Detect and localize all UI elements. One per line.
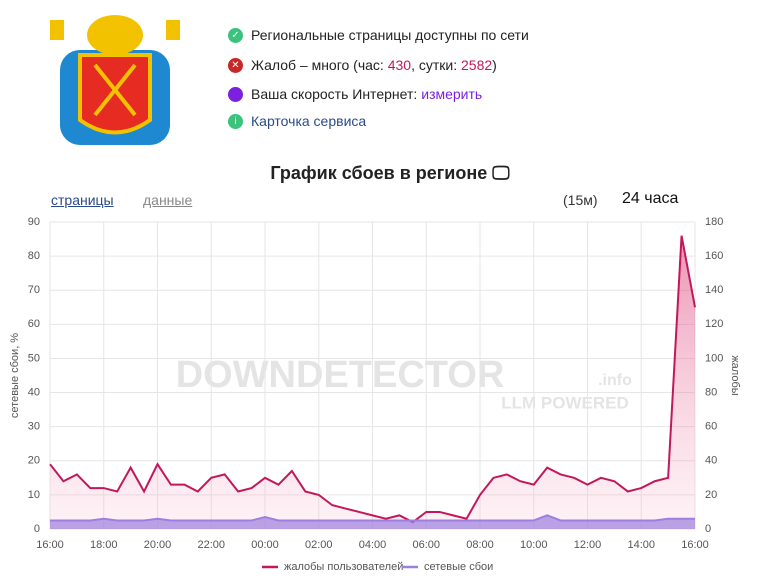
y-tick-label: 60 [28,318,40,330]
tab[interactable]: страницы [51,192,114,208]
y-tick-label: 80 [28,250,40,262]
x-tick-label: 04:00 [359,539,387,551]
y-tick-label: 30 [28,421,40,433]
y2-tick-label: 100 [705,352,723,364]
x-tick-label: 02:00 [305,539,333,551]
title: График сбоев в регионе [270,163,488,183]
y2-tick-label: 180 [705,216,723,228]
x-tick-label: 06:00 [412,539,440,551]
coat-of-arms [50,15,180,145]
x-tick-label: 16:00 [36,539,64,551]
y2-axis-label: жалобы [729,355,741,395]
y-tick-label: 90 [28,216,40,228]
area [50,235,695,529]
y-tick-label: 40 [28,386,40,398]
tab[interactable]: данные [143,192,193,208]
status-text: Региональные страницы доступны по сети [251,27,529,43]
legend-label: сетевые сбои [424,561,493,573]
legend-label: жалобы пользователей [284,561,403,573]
x-tick-label: 16:00 [681,539,709,551]
period[interactable]: 24 часа [622,190,679,207]
y2-tick-label: 140 [705,284,723,296]
speed-link[interactable]: измерить [421,86,483,102]
line [49,235,696,524]
watermark: LLM POWERED [501,393,629,412]
y2-tick-label: 160 [705,250,723,262]
y-tick-label: 20 [28,455,40,467]
x-tick-label: 22:00 [197,539,225,551]
line [50,514,695,522]
status-card: i Карточка сервиса [228,113,366,129]
day-count: 2582 [461,57,493,73]
hour-count: 430 [387,57,412,73]
y-tick-label: 10 [28,489,40,501]
x-tick-label: 00:00 [251,539,279,551]
chart-heading: График сбоев в регионе 🖵 [270,163,510,183]
card-link[interactable]: Карточка сервиса [251,113,367,129]
x-tick-label: 18:00 [90,539,118,551]
y2-tick-label: 0 [705,523,711,535]
y2-tick-label: 40 [705,455,717,467]
watermark: .info [598,372,632,389]
watermark: DOWNDETECTOR [176,354,505,396]
y2-tick-label: 120 [705,318,723,330]
x-tick-label: 10:00 [520,539,548,551]
status-complaints: ✕ Жалоб – много (час: 430, сутки: 2582) [228,57,497,73]
y2-tick-label: 80 [705,386,717,398]
y2-tick-label: 60 [705,421,717,433]
x-tick-label: 20:00 [144,539,172,551]
area [50,515,695,529]
status-text: ) [492,57,497,73]
x-tick-label: 12:00 [574,539,602,551]
x-tick-label: 14:00 [627,539,655,551]
status-speed: Ваша скорость Интернет: измерить [228,86,482,102]
x-tick-label: 08:00 [466,539,494,551]
y-tick-label: 70 [28,284,40,296]
y-tick-label: 0 [34,523,40,535]
status-text: Жалоб – много (час: [251,57,388,73]
y-tick-label: 50 [28,352,40,364]
y2-tick-label: 20 [705,489,717,501]
interval[interactable]: (15м) [563,192,598,208]
y-axis-label: сетевые сбои, % [9,333,21,418]
status-text: , сутки: [411,57,461,73]
status-ok: ✓ Региональные страницы доступны по сети [228,27,529,43]
status-text: Ваша скорость Интернет: [251,86,418,102]
